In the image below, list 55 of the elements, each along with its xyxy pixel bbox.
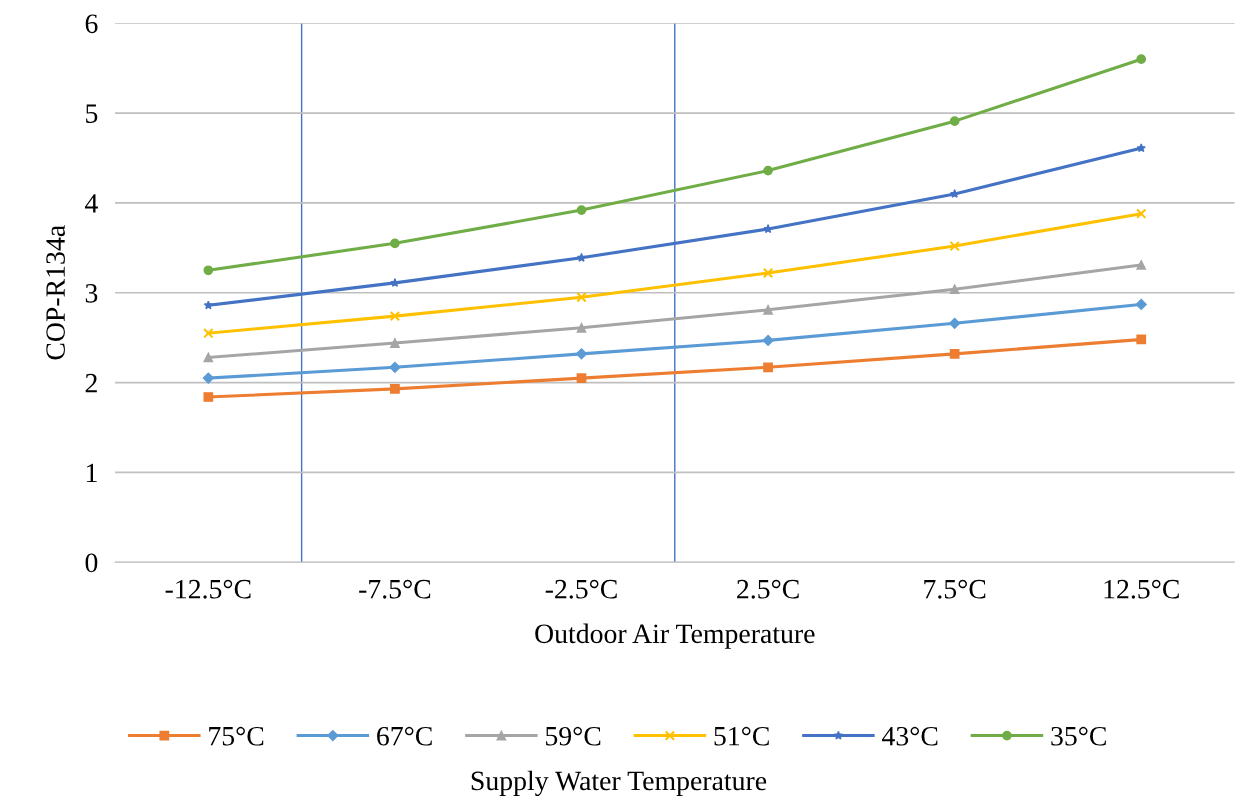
legend-title: Supply Water Temperature <box>471 770 767 797</box>
point <box>576 373 587 383</box>
x-tick-label: -7.5°C <box>359 579 431 599</box>
point <box>1135 298 1147 311</box>
y-tick-label: 5 <box>86 104 98 123</box>
y-tick-label: 1 <box>86 463 97 483</box>
point <box>949 240 960 252</box>
y-tick-label: 4 <box>85 194 98 213</box>
point <box>576 205 587 215</box>
point <box>576 292 587 303</box>
point <box>762 334 774 346</box>
x-tick-label: -12.5°C <box>165 579 251 599</box>
point <box>390 238 400 249</box>
y-tick-label: 3 <box>85 284 98 303</box>
legend-label: 75°C <box>209 726 264 746</box>
legend-label: 59°C <box>546 726 601 746</box>
point <box>1136 208 1147 219</box>
point <box>949 284 960 295</box>
legend-label: 43°C <box>882 726 938 746</box>
point <box>576 322 587 333</box>
point <box>203 352 214 363</box>
point <box>390 338 400 348</box>
point <box>203 327 214 339</box>
y-tick-label: 6 <box>85 14 98 34</box>
point <box>576 252 587 262</box>
point <box>202 372 214 384</box>
point <box>203 300 213 310</box>
y-tick-label: 0 <box>85 553 98 573</box>
point <box>1136 54 1147 65</box>
x-tick-label: 7.5°C <box>924 579 986 599</box>
point <box>763 362 773 373</box>
point <box>1136 260 1147 270</box>
y-tick-label: 2 <box>85 373 97 393</box>
point <box>763 224 773 234</box>
y-axis-title: COP-R134a <box>46 225 65 360</box>
point <box>1136 334 1147 345</box>
point <box>389 310 401 322</box>
x-tick-label: 2.5°C <box>737 579 799 599</box>
point <box>389 361 401 373</box>
point <box>390 384 400 394</box>
point <box>763 304 773 315</box>
point <box>949 317 961 329</box>
point <box>1136 143 1146 153</box>
x-tick-label: 12.5°C <box>1104 579 1179 599</box>
x-tick-label: -2.5°C <box>545 579 617 599</box>
legend-label: 51°C <box>714 726 769 746</box>
point <box>203 392 214 402</box>
legend-label: 67°C <box>377 726 432 746</box>
point <box>762 267 774 279</box>
point <box>203 265 214 276</box>
x-axis-title: Outdoor Air Temperature <box>535 623 815 649</box>
point <box>763 165 773 176</box>
point <box>949 116 960 127</box>
point <box>949 348 960 359</box>
legend-label: 35°C <box>1051 726 1106 746</box>
